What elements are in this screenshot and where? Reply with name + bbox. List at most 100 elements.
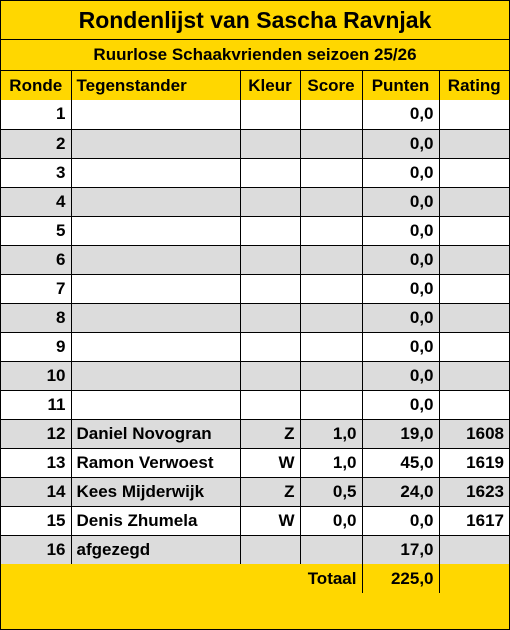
cell-score — [299, 128, 363, 159]
cell-kleur — [239, 244, 301, 275]
table-row: 12 Daniel Novogran Z 1,0 19,0 1608 — [1, 418, 509, 449]
cell-rating: 1619 — [438, 447, 509, 478]
cell-rating — [438, 186, 509, 217]
cell-rating — [438, 302, 509, 333]
table-row: 1 0,0 — [1, 100, 509, 130]
cell-ronde: 1 — [1, 100, 72, 130]
cell-kleur: W — [239, 447, 301, 478]
cell-kleur — [239, 360, 301, 391]
table-row: 4 0,0 — [1, 186, 509, 217]
cell-ronde: 9 — [1, 331, 72, 362]
cell-tegenstander — [70, 273, 241, 304]
cell-kleur: Z — [239, 476, 301, 507]
cell-ronde: 6 — [1, 244, 72, 275]
cell-rating — [438, 215, 509, 246]
table-row: 16 afgezegd 17,0 — [1, 534, 509, 564]
cell-tegenstander — [70, 100, 241, 130]
cell-kleur — [239, 128, 301, 159]
cell-tegenstander — [70, 244, 241, 275]
table-row: 11 0,0 — [1, 389, 509, 420]
cell-score — [299, 389, 363, 420]
cell-rating — [438, 389, 509, 420]
cell-punten: 24,0 — [361, 476, 440, 507]
cell-rating — [438, 157, 509, 188]
cell-kleur — [239, 273, 301, 304]
cell-tegenstander: afgezegd — [70, 534, 241, 564]
cell-tegenstander — [70, 186, 241, 217]
cell-rating — [438, 273, 509, 304]
cell-rating: 1608 — [438, 418, 509, 449]
cell-kleur — [239, 331, 301, 362]
cell-rating — [438, 244, 509, 275]
header-kleur: Kleur — [239, 71, 301, 100]
table-row: 15 Denis Zhumela W 0,0 0,0 1617 — [1, 505, 509, 536]
cell-punten: 0,0 — [361, 331, 440, 362]
cell-rating — [438, 100, 509, 130]
cell-score — [299, 273, 363, 304]
totals-row: Totaal 225,0 — [1, 564, 509, 593]
cell-kleur — [239, 302, 301, 333]
cell-rating — [438, 534, 509, 564]
cell-rating — [438, 360, 509, 391]
cell-ronde: 2 — [1, 128, 72, 159]
cell-kleur — [239, 100, 301, 130]
cell-tegenstander: Daniel Novogran — [70, 418, 241, 449]
cell-rating — [438, 331, 509, 362]
cell-rating — [438, 128, 509, 159]
cell-tegenstander: Kees Mijderwijk — [70, 476, 241, 507]
cell-ronde: 13 — [1, 447, 72, 478]
cell-punten: 0,0 — [361, 360, 440, 391]
table-header-row: Ronde Tegenstander Kleur Score Punten Ra… — [1, 71, 509, 100]
cell-score — [299, 534, 363, 564]
cell-tegenstander — [70, 389, 241, 420]
header-tegenstander: Tegenstander — [70, 71, 241, 100]
cell-punten: 45,0 — [361, 447, 440, 478]
cell-punten: 0,0 — [361, 157, 440, 188]
cell-score: 1,0 — [299, 447, 363, 478]
cell-rating: 1617 — [438, 505, 509, 536]
cell-ronde: 4 — [1, 186, 72, 217]
table-body: 1 0,0 2 0,0 3 0,0 4 0,0 5 0,0 6 0,0 7 0,0 8 0,0 9 0,0 10 0,… — [1, 100, 509, 564]
cell-ronde: 5 — [1, 215, 72, 246]
cell-score — [299, 186, 363, 217]
cell-ronde: 10 — [1, 360, 72, 391]
cell-score — [299, 100, 363, 130]
table-row: 7 0,0 — [1, 273, 509, 304]
table-row: 8 0,0 — [1, 302, 509, 333]
totals-punten: 225,0 — [361, 564, 440, 593]
cell-ronde: 11 — [1, 389, 72, 420]
cell-ronde: 14 — [1, 476, 72, 507]
header-rating: Rating — [438, 71, 509, 100]
cell-kleur: W — [239, 505, 301, 536]
cell-score — [299, 244, 363, 275]
cell-tegenstander: Denis Zhumela — [70, 505, 241, 536]
rondenlijst-table: Ronde Tegenstander Kleur Score Punten Ra… — [1, 71, 509, 593]
table-row: 2 0,0 — [1, 128, 509, 159]
cell-punten: 0,0 — [361, 128, 440, 159]
cell-ronde: 8 — [1, 302, 72, 333]
cell-score — [299, 215, 363, 246]
cell-kleur — [239, 534, 301, 564]
table-row: 5 0,0 — [1, 215, 509, 246]
header-ronde: Ronde — [1, 71, 72, 100]
cell-ronde: 15 — [1, 505, 72, 536]
cell-tegenstander — [70, 360, 241, 391]
cell-tegenstander — [70, 215, 241, 246]
cell-punten: 0,0 — [361, 505, 440, 536]
table-row: 6 0,0 — [1, 244, 509, 275]
cell-score: 1,0 — [299, 418, 363, 449]
cell-ronde: 7 — [1, 273, 72, 304]
cell-ronde: 12 — [1, 418, 72, 449]
cell-punten: 19,0 — [361, 418, 440, 449]
cell-tegenstander — [70, 128, 241, 159]
table-row: 14 Kees Mijderwijk Z 0,5 24,0 1623 — [1, 476, 509, 507]
cell-score: 0,5 — [299, 476, 363, 507]
cell-punten: 0,0 — [361, 302, 440, 333]
cell-punten: 17,0 — [361, 534, 440, 564]
cell-score — [299, 360, 363, 391]
cell-kleur — [239, 215, 301, 246]
cell-tegenstander — [70, 302, 241, 333]
header-punten: Punten — [361, 71, 440, 100]
cell-rating: 1623 — [438, 476, 509, 507]
